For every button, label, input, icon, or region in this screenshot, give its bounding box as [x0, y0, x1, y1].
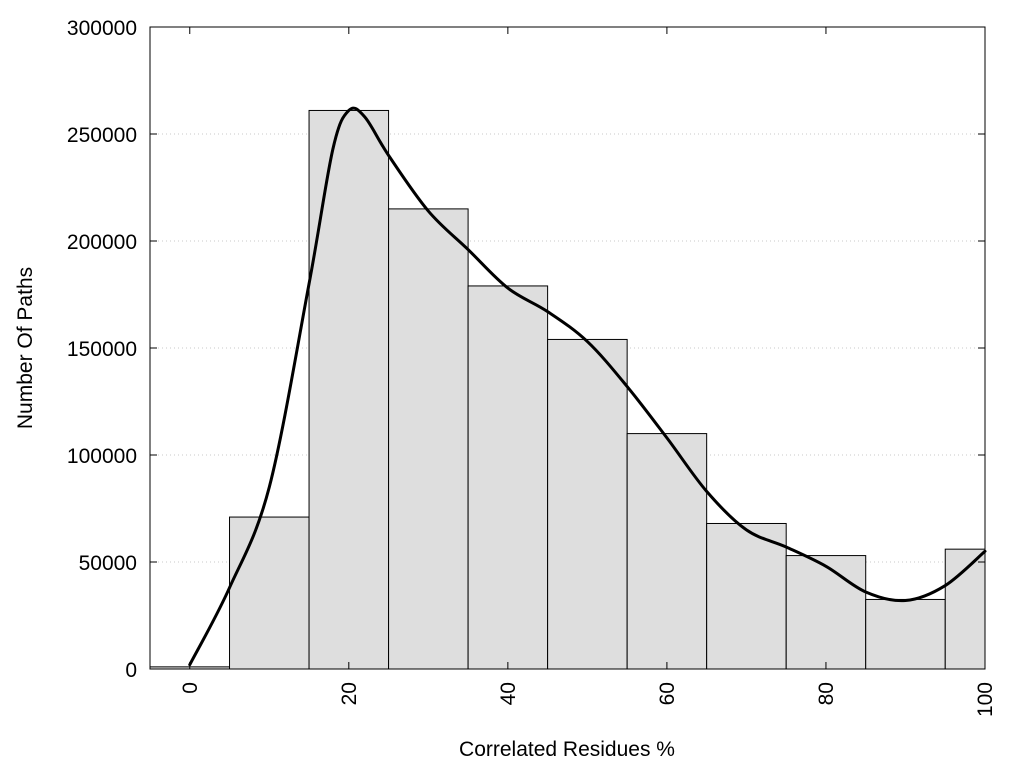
density-curve: [188, 106, 987, 667]
histogram-bar: [547, 338, 628, 670]
histogram-bar: [388, 208, 469, 670]
histogram-bar: [229, 516, 310, 670]
y-tick-label: 50000: [79, 552, 137, 575]
histogram-bar: [308, 109, 390, 670]
x-tick-label: 20: [338, 682, 361, 705]
histogram-bars: [149, 109, 986, 670]
y-tick-label: 150000: [67, 338, 137, 361]
histogram-bar: [944, 548, 986, 670]
histogram-bar: [626, 433, 708, 670]
y-axis-ticks: 0 50000 100000 150000 200000 250000 300000: [67, 17, 985, 682]
histogram-bar: [467, 285, 549, 670]
x-axis-ticks: 0 20 40 60 80 100: [179, 27, 997, 717]
y-tick-label: 100000: [67, 445, 137, 468]
histogram-bar: [706, 522, 787, 670]
x-tick-label: 0: [179, 682, 202, 694]
y-tick-label: 250000: [67, 124, 137, 147]
histogram-bar: [865, 598, 946, 670]
x-tick-label: 80: [815, 682, 838, 705]
x-tick-label: 100: [974, 682, 997, 717]
y-tick-label: 0: [125, 659, 137, 682]
density-curve-group: [188, 106, 987, 667]
y-tick-label: 200000: [67, 231, 137, 254]
x-tick-label: 40: [497, 682, 520, 705]
y-axis-label: Number Of Paths: [14, 267, 37, 429]
x-tick-label: 60: [656, 682, 679, 705]
x-axis-label: Correlated Residues %: [459, 738, 675, 761]
y-tick-label: 300000: [67, 17, 137, 40]
histogram-bar: [785, 555, 867, 670]
